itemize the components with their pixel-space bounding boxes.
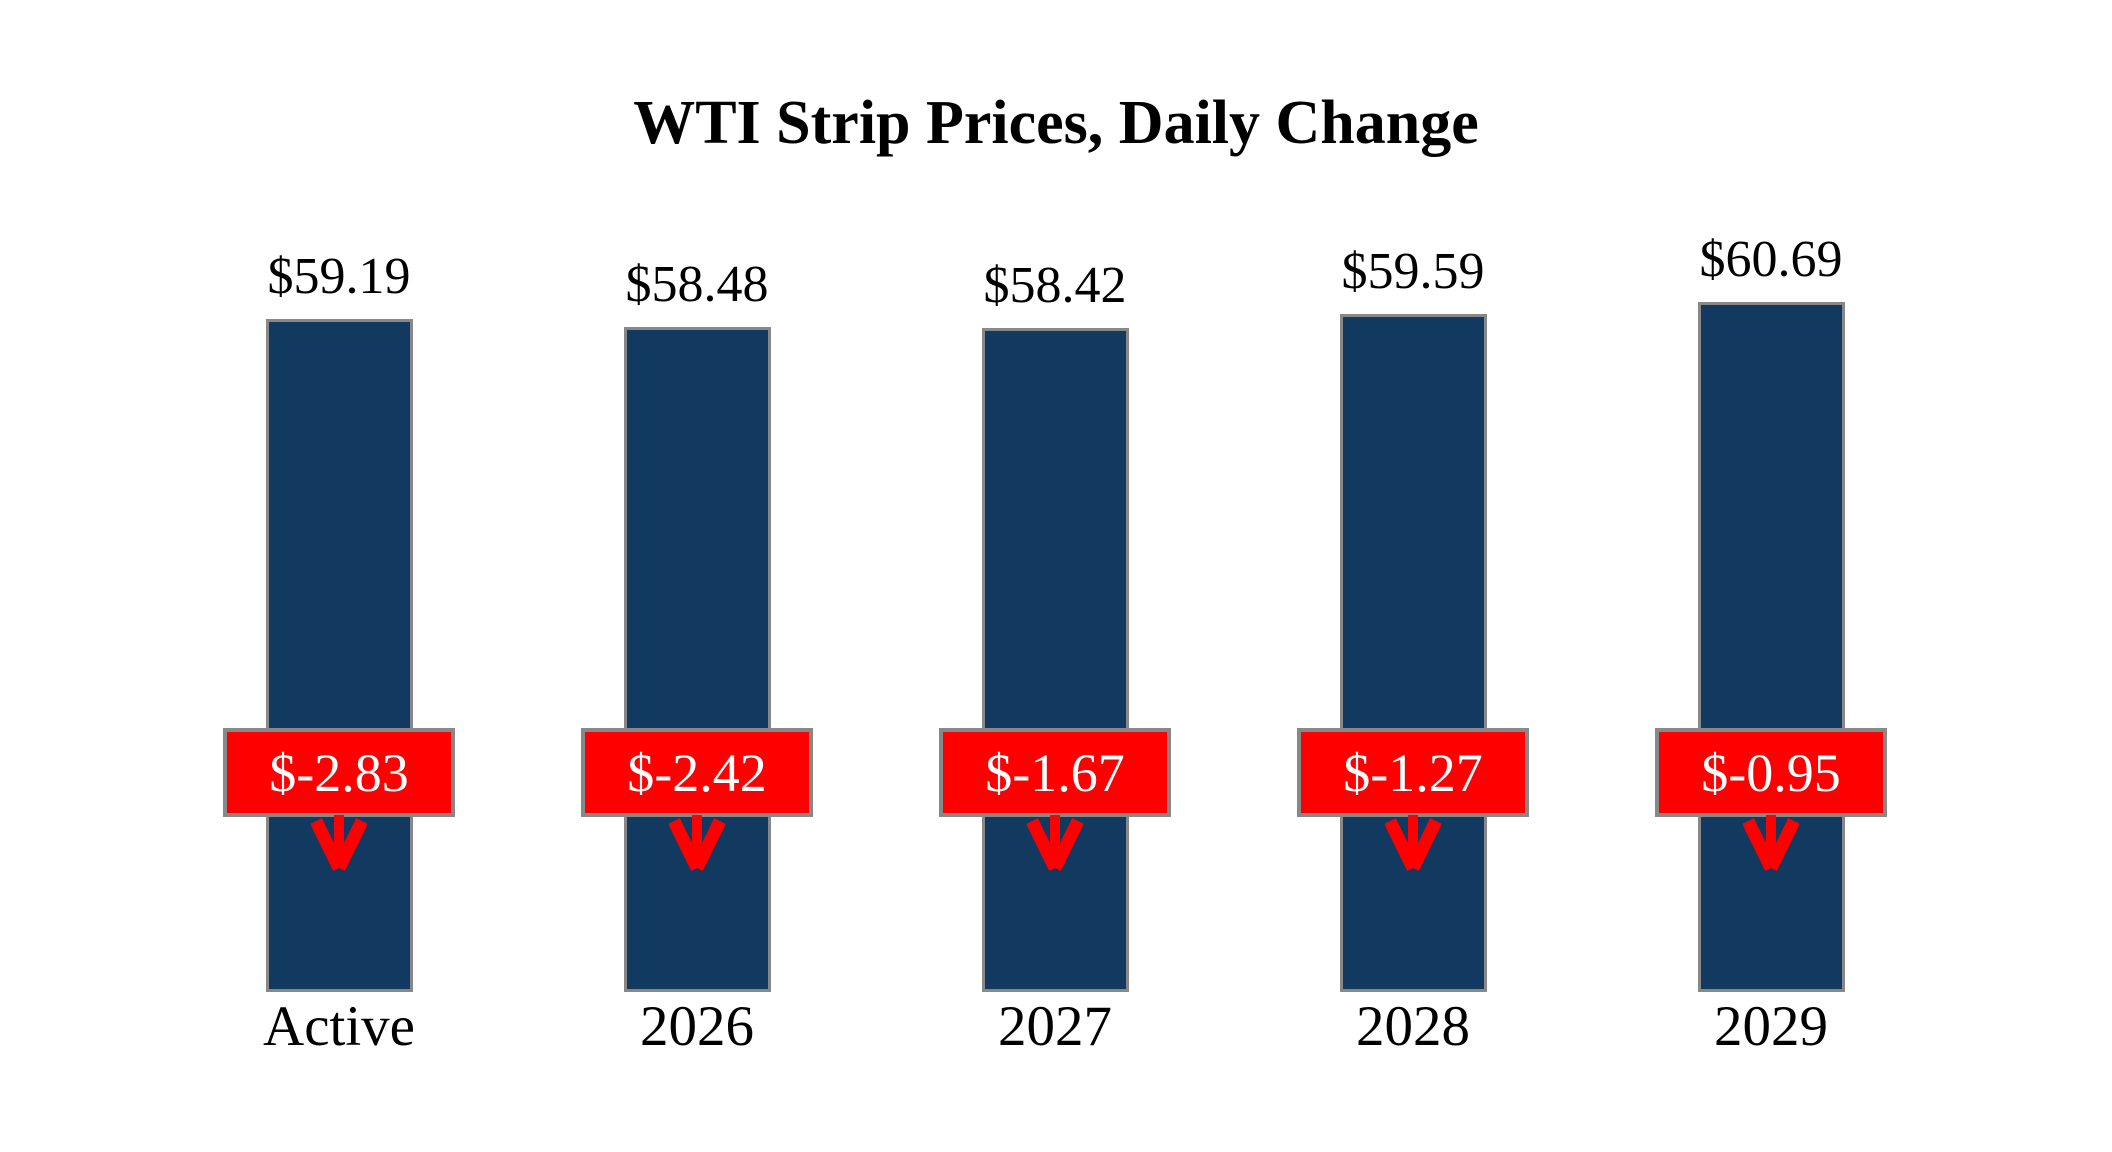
price-label: $59.19 bbox=[267, 248, 411, 305]
change-badge: $-1.27 bbox=[1297, 728, 1529, 817]
bar bbox=[1340, 314, 1487, 992]
category-label: 2029 bbox=[1714, 995, 1828, 1058]
bar bbox=[266, 319, 413, 992]
category-label: Active bbox=[263, 995, 415, 1058]
down-arrow-icon bbox=[311, 815, 367, 871]
change-badge: $-2.42 bbox=[581, 728, 813, 817]
bar bbox=[1698, 302, 1845, 992]
price-label: $58.42 bbox=[983, 257, 1127, 314]
category-label: 2027 bbox=[998, 995, 1112, 1058]
down-arrow-icon bbox=[669, 815, 725, 871]
category-label: 2026 bbox=[640, 995, 754, 1058]
bar-group-2029: $60.69 $-0.95 2029 bbox=[1592, 0, 1950, 1152]
bar-group-2026: $58.48 $-2.42 2026 bbox=[518, 0, 876, 1152]
bar-group-2028: $59.59 $-1.27 2028 bbox=[1234, 0, 1592, 1152]
down-arrow-icon bbox=[1743, 815, 1799, 871]
bar-group-2027: $58.42 $-1.67 2027 bbox=[876, 0, 1234, 1152]
price-label: $60.69 bbox=[1699, 231, 1843, 288]
chart-title: WTI Strip Prices, Daily Change bbox=[633, 89, 1479, 157]
change-badge: $-0.95 bbox=[1655, 728, 1887, 817]
change-badge: $-2.83 bbox=[223, 728, 455, 817]
down-arrow-icon bbox=[1385, 815, 1441, 871]
price-label: $59.59 bbox=[1341, 243, 1485, 300]
down-arrow-icon bbox=[1027, 815, 1083, 871]
price-label: $58.48 bbox=[625, 256, 769, 313]
change-badge: $-1.67 bbox=[939, 728, 1171, 817]
bar-group-active: $59.19 $-2.83 Active bbox=[160, 0, 518, 1152]
bar bbox=[982, 328, 1129, 992]
category-label: 2028 bbox=[1356, 995, 1470, 1058]
bar bbox=[624, 327, 771, 992]
